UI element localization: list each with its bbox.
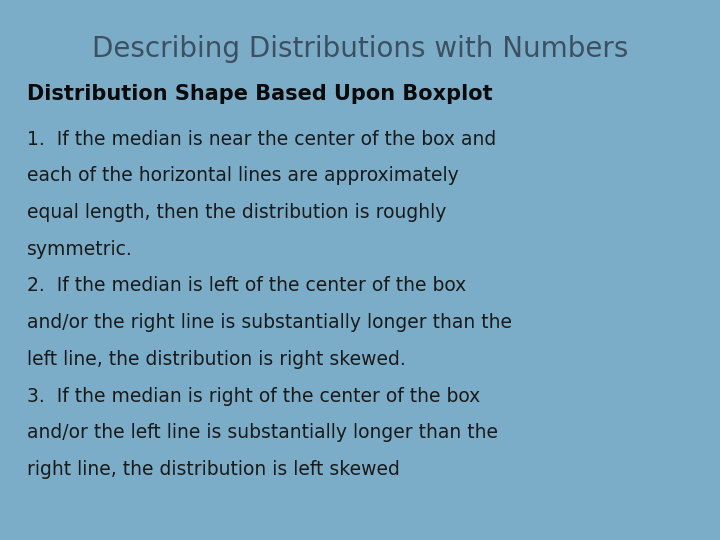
Text: 1.  If the median is near the center of the box and: 1. If the median is near the center of t… bbox=[27, 130, 497, 148]
Text: and/or the right line is substantially longer than the: and/or the right line is substantially l… bbox=[27, 313, 513, 332]
Text: and/or the left line is substantially longer than the: and/or the left line is substantially lo… bbox=[27, 423, 498, 442]
Text: equal length, then the distribution is roughly: equal length, then the distribution is r… bbox=[27, 203, 446, 222]
Text: 2.  If the median is left of the center of the box: 2. If the median is left of the center o… bbox=[27, 276, 467, 295]
Text: right line, the distribution is left skewed: right line, the distribution is left ske… bbox=[27, 460, 400, 479]
Text: 3.  If the median is right of the center of the box: 3. If the median is right of the center … bbox=[27, 387, 481, 406]
Text: symmetric.: symmetric. bbox=[27, 240, 133, 259]
Text: left line, the distribution is right skewed.: left line, the distribution is right ske… bbox=[27, 350, 406, 369]
Text: each of the horizontal lines are approximately: each of the horizontal lines are approxi… bbox=[27, 166, 459, 185]
Text: Describing Distributions with Numbers: Describing Distributions with Numbers bbox=[92, 35, 628, 63]
Text: Distribution Shape Based Upon Boxplot: Distribution Shape Based Upon Boxplot bbox=[27, 84, 493, 104]
